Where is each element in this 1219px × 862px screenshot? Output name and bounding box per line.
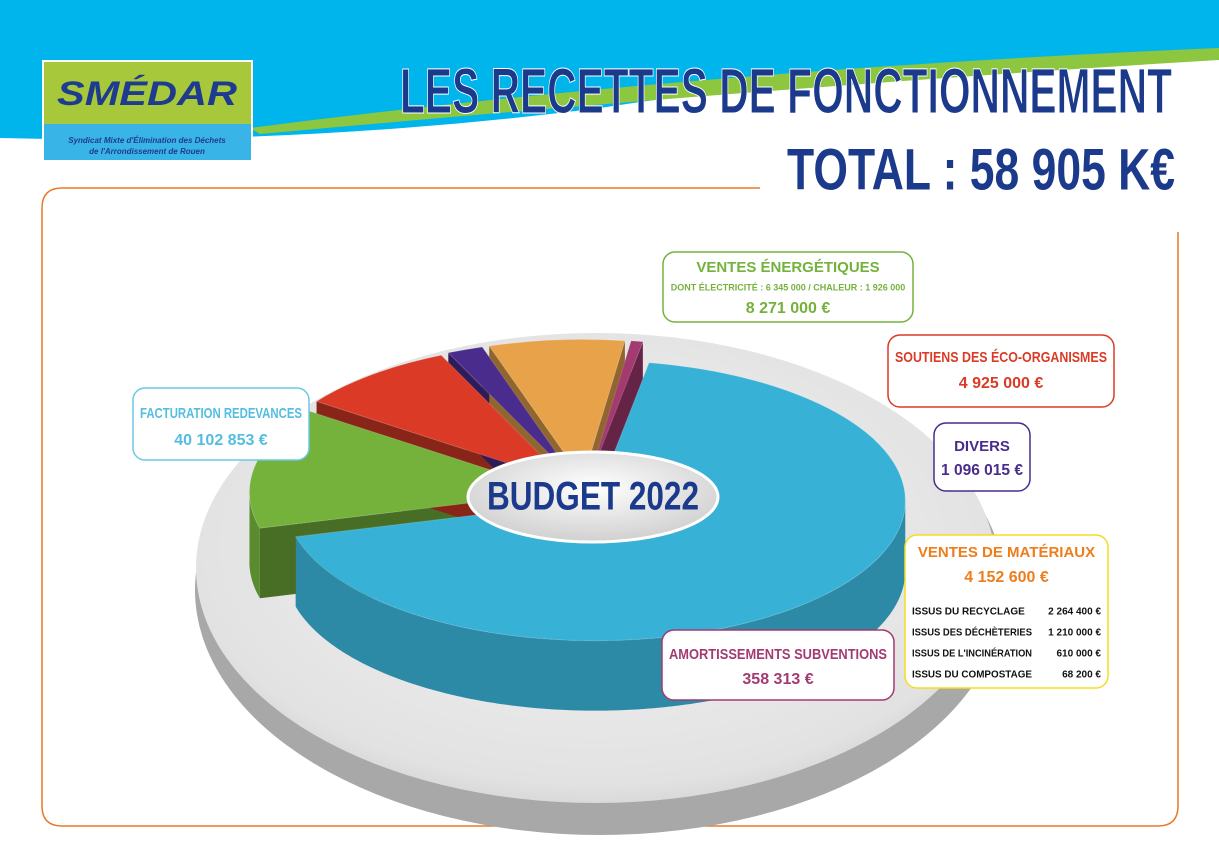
slice-side — [249, 489, 260, 599]
slice — [315, 354, 569, 484]
value-label: 40 102 853 € — [174, 432, 268, 449]
header-swoosh — [250, 48, 1219, 134]
slice — [588, 340, 644, 480]
logo-subtitle: Syndicat Mixte d'Élimination des Déchets — [68, 136, 226, 145]
logo-top — [44, 62, 251, 124]
category-label: VENTES DE MATÉRIAUX — [918, 544, 1095, 561]
breakdown-label: ISSUS DE L'INCINÉRATION — [912, 647, 1032, 660]
label-box — [933, 422, 1031, 492]
category-label: AMORTISSEMENTS SUBVENTIONS — [669, 646, 887, 663]
breakdown-value: 1 210 000 € — [1048, 628, 1101, 639]
frame — [41, 187, 1179, 827]
title: LES RECETTES DE FONCTIONNEMENT — [400, 55, 1172, 127]
label-box — [887, 334, 1115, 408]
labels: FACTURATION REDEVANCES 40 102 853 € VENTES… — [132, 251, 1115, 701]
breakdown-value: 68 200 € — [1062, 670, 1101, 681]
header-band — [0, 0, 1219, 140]
category-label: SOUTIENS DES ÉCO-ORGANISMES — [895, 349, 1107, 366]
logo-bottom — [44, 124, 251, 160]
breakdown-value: 2 264 400 € — [1048, 607, 1101, 618]
total: TOTAL : 58 905 K€ — [787, 137, 1175, 202]
logo-text: SMÉDAR — [57, 75, 238, 113]
center-label: BUDGET 2022 — [487, 475, 699, 519]
breakdown-value: 610 000 € — [1057, 649, 1102, 660]
label-box — [132, 387, 310, 461]
slice — [447, 346, 577, 481]
value-label: 4 925 000 € — [959, 375, 1044, 392]
category-label: VENTES ÉNERGÉTIQUES — [696, 259, 879, 276]
category-label: FACTURATION REDEVANCES — [140, 405, 302, 422]
category-label: DIVERS — [954, 438, 1010, 455]
value-label: 1 096 015 € — [941, 462, 1023, 479]
logo: SMÉDAR Syndicat Mixte d'Élimination des … — [42, 60, 253, 162]
label-box — [662, 251, 914, 323]
breakdown-label: ISSUS DU COMPOSTAGE — [912, 670, 1032, 681]
breakdown-label: ISSUS DU RECYCLAGE — [912, 607, 1025, 618]
center-badge — [466, 450, 720, 544]
value-label: 8 271 000 € — [746, 300, 831, 317]
slice — [488, 338, 626, 481]
value-label: 358 313 € — [742, 671, 813, 688]
label-box — [661, 629, 895, 701]
logo-subtitle: de l'Arrondissement de Rouen — [89, 147, 205, 156]
label-box — [904, 534, 1109, 689]
category-detail: DONT ÉLECTRICITÉ : 6 345 000 / CHALEUR :… — [671, 282, 906, 292]
breakdown-label: ISSUS DES DÉCHÈTERIES — [912, 626, 1032, 639]
value-label: 4 152 600 € — [964, 569, 1049, 586]
